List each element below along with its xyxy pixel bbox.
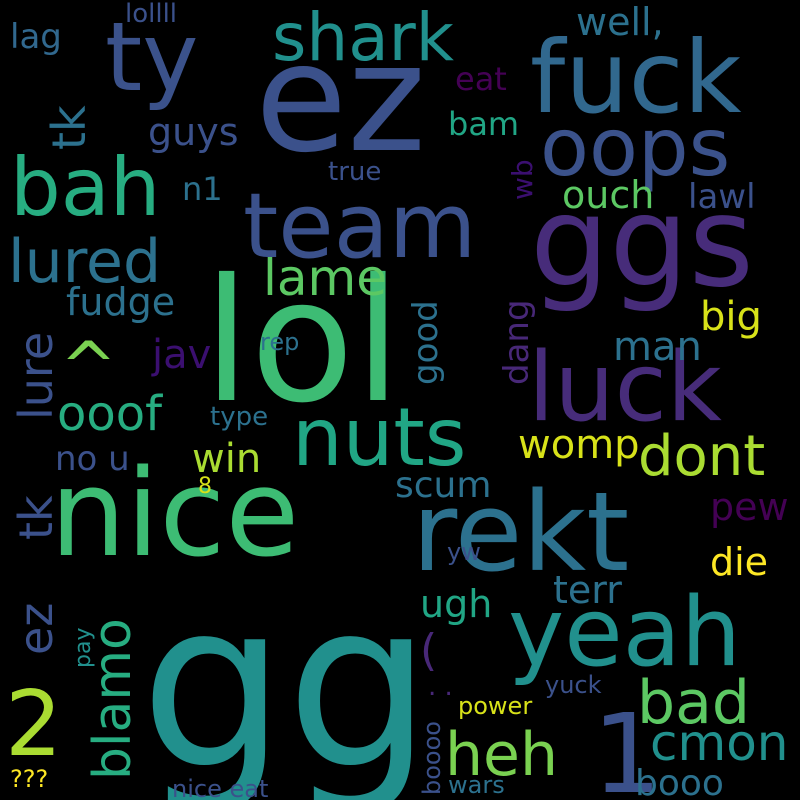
- word-fudge: fudge: [66, 280, 175, 324]
- word-bah: bah: [10, 141, 161, 234]
- word-jav: jav: [151, 332, 211, 378]
- word-ugh: ugh: [420, 582, 492, 626]
- word-lol: lol: [203, 243, 401, 441]
- word-heh: heh: [445, 720, 558, 790]
- word-pew: pew: [710, 485, 789, 529]
- word-dont: dont: [638, 424, 765, 489]
- word-nice: nice: [50, 445, 299, 584]
- word-lag: lag: [10, 17, 62, 57]
- word-womp: womp: [518, 422, 640, 468]
- word-nuts: nuts: [292, 391, 466, 484]
- word-well: well,: [576, 0, 664, 44]
- word-shark: shark: [272, 0, 455, 76]
- word-caret: ^: [60, 328, 117, 407]
- word-lollll: lollll: [125, 0, 177, 29]
- word-ty: ty: [105, 3, 198, 113]
- word-ouch: ouch: [562, 173, 654, 217]
- word-ez: ez: [255, 12, 426, 186]
- word-guys: guys: [148, 110, 239, 154]
- word-lame: lame: [263, 249, 387, 307]
- word-cmon: cmon: [650, 714, 788, 772]
- word-yuck: yuck: [545, 671, 602, 699]
- word-die: die: [710, 540, 768, 584]
- word-1: 1: [592, 690, 662, 800]
- word-ooof: ooof: [57, 386, 163, 442]
- word-no-u: no u: [55, 439, 130, 479]
- word-man: man: [613, 324, 702, 370]
- word-blamo: blamo: [83, 618, 143, 780]
- word-lured: lured: [8, 227, 161, 297]
- word-pay: pay: [71, 628, 96, 668]
- word-win: win: [192, 436, 261, 482]
- word-scum: scum: [395, 465, 491, 506]
- word-tk-top: tk: [42, 105, 96, 150]
- word-oops: oops: [540, 101, 730, 194]
- word-boooo: boooo: [418, 721, 446, 795]
- word-eat: eat: [455, 60, 507, 98]
- word-power: power: [458, 692, 532, 720]
- word-wb: wb: [506, 159, 539, 200]
- word-luck: luck: [528, 333, 722, 443]
- word-dang: dang: [497, 299, 537, 385]
- word-big: big: [700, 294, 762, 340]
- word-paren: (: [420, 625, 437, 676]
- word-question-marks: ???: [10, 765, 48, 793]
- word-8: 8: [198, 474, 212, 499]
- word-yeah: yeah: [508, 578, 741, 688]
- word-rep: rep: [260, 328, 299, 356]
- word-dots: . .: [428, 672, 453, 702]
- word-2: 2: [5, 672, 62, 777]
- word-ggs: ggs: [530, 170, 754, 315]
- word-ez-left: ez: [9, 603, 63, 655]
- word-bam: bam: [448, 105, 519, 143]
- word-nice-eat: nice eat: [172, 775, 268, 800]
- word-yw: yw: [447, 538, 481, 566]
- word-n1: n1: [182, 170, 223, 208]
- word-fuck: fuck: [530, 19, 742, 136]
- word-team: team: [243, 174, 476, 279]
- word-gg: gg: [140, 553, 432, 800]
- word-lure: lure: [9, 332, 63, 420]
- word-type: type: [210, 402, 268, 432]
- word-wars: wars: [448, 771, 505, 799]
- word-terr: terr: [553, 568, 622, 612]
- word-booo: booo: [635, 763, 724, 800]
- word-lawl: lawl: [688, 177, 756, 217]
- word-bad: bad: [637, 668, 750, 738]
- word-true: true: [328, 157, 381, 187]
- word-tk-left: tk: [9, 495, 63, 540]
- word-good: good: [406, 300, 446, 385]
- word-rekt: rekt: [412, 468, 629, 596]
